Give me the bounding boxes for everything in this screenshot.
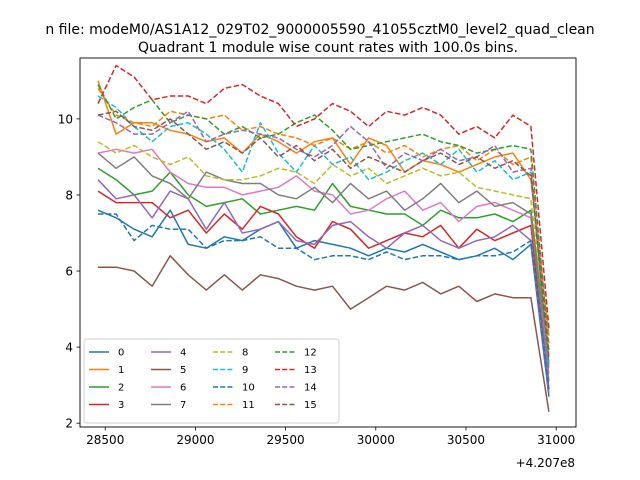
y-axis: 2 4 6 8 10 xyxy=(58,112,80,431)
x-tick-label: 29500 xyxy=(267,433,305,447)
legend-label-11: 11 xyxy=(242,400,255,411)
x-tick-label: 31000 xyxy=(537,433,575,447)
legend-label-4: 4 xyxy=(180,348,186,359)
y-tick-label: 10 xyxy=(58,112,73,126)
legend-label-1: 1 xyxy=(118,365,124,376)
legend-label-9: 9 xyxy=(242,365,248,376)
legend-frame xyxy=(83,338,340,424)
legend-label-2: 2 xyxy=(118,383,124,394)
series-line-10 xyxy=(98,213,550,390)
x-tick-label: 30000 xyxy=(357,433,395,447)
series-line-2 xyxy=(97,167,550,363)
series-line-13 xyxy=(97,64,550,329)
legend-label-3: 3 xyxy=(118,400,124,411)
series-line-1 xyxy=(97,80,550,336)
legend-label-6: 6 xyxy=(180,383,186,394)
series-line-9 xyxy=(97,95,550,367)
y-tick-label: 6 xyxy=(65,265,73,279)
legend-label-15: 15 xyxy=(304,400,317,411)
y-tick-label: 8 xyxy=(65,188,73,202)
series-line-6 xyxy=(97,148,550,374)
plot-area-frame xyxy=(79,57,577,428)
series-line-8 xyxy=(97,141,550,355)
legend-label-0: 0 xyxy=(118,348,124,359)
legend-label-5: 5 xyxy=(180,365,186,376)
x-axis: 28500 29000 29500 30000 30500 31000 xyxy=(86,427,575,447)
legend-label-12: 12 xyxy=(304,348,317,359)
legend-label-7: 7 xyxy=(180,400,186,411)
series-line-7 xyxy=(97,152,550,382)
y-tick-label: 4 xyxy=(65,341,73,355)
legend-label-8: 8 xyxy=(242,348,248,359)
legend-label-13: 13 xyxy=(304,365,317,376)
x-tick-label: 28500 xyxy=(86,433,124,447)
series-line-5 xyxy=(98,255,550,412)
series-line-15 xyxy=(97,110,550,359)
chart-title: Quadrant 1 module wise count rates with … xyxy=(138,40,518,56)
series-line-4 xyxy=(97,179,550,393)
x-tick-label: 29000 xyxy=(176,433,214,447)
series-line-14 xyxy=(97,110,550,370)
x-axis-offset-label: +4.207e8 xyxy=(516,456,575,470)
legend-label-14: 14 xyxy=(304,383,317,394)
figure-suptitle: n file: modeM0/AS1A12_029T02_9000005590_… xyxy=(45,22,594,38)
series-layer xyxy=(97,64,550,412)
y-tick-label: 2 xyxy=(65,417,73,431)
legend-label-10: 10 xyxy=(242,383,255,394)
x-tick-label: 30500 xyxy=(447,433,485,447)
